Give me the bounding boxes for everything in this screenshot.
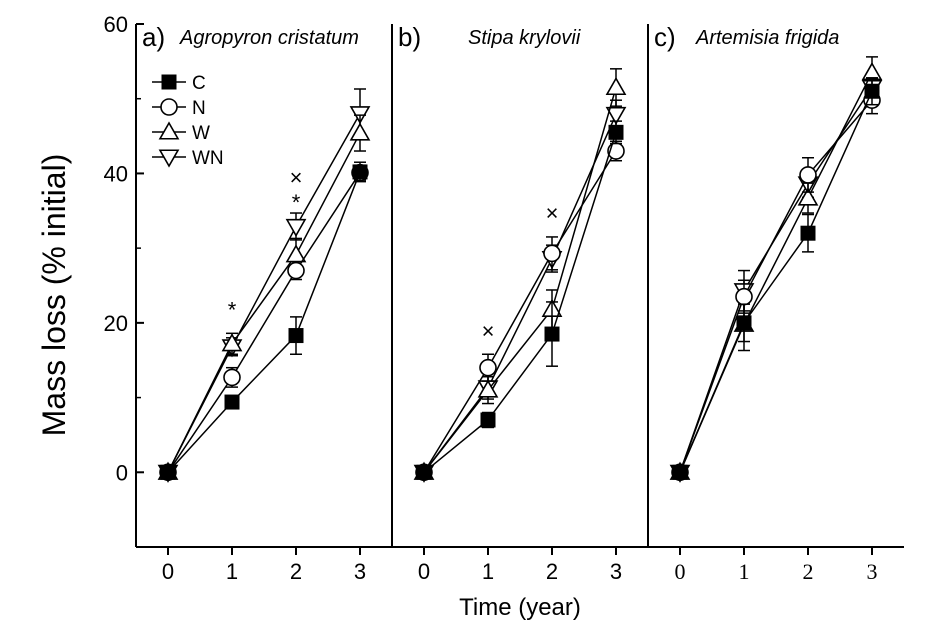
panel-a: a) Agropyron cristatum**× xyxy=(142,22,371,483)
legend-item-WN: WN xyxy=(152,148,224,169)
data-point-WN xyxy=(285,218,307,238)
series-line xyxy=(167,132,361,473)
data-point-C xyxy=(672,464,688,480)
data-point-W xyxy=(477,379,499,398)
series-line xyxy=(679,87,873,473)
series-line xyxy=(679,99,873,473)
series-line xyxy=(423,114,617,473)
data-point-C xyxy=(416,464,432,480)
panel-label: c) xyxy=(654,22,676,52)
data-point-N xyxy=(223,368,241,387)
series-WN xyxy=(157,88,371,483)
x-tick-label: 1 xyxy=(739,559,750,584)
data-point-C xyxy=(352,164,368,180)
data-point-W xyxy=(349,122,371,141)
panel-title: Agropyron cristatum xyxy=(179,27,359,49)
series-line xyxy=(423,132,617,473)
series-N xyxy=(671,86,881,482)
data-point-C xyxy=(864,83,880,99)
y-tick-label: 20 xyxy=(104,311,128,336)
x-tick-label: 0 xyxy=(162,559,174,584)
x-tick-label: 0 xyxy=(418,559,430,584)
y-axis-title: Mass loss (% initial) xyxy=(36,154,72,437)
series-line xyxy=(423,150,617,473)
series-line xyxy=(679,90,873,473)
panel-label: b) xyxy=(398,22,421,52)
x-tick-label: 1 xyxy=(226,559,238,584)
significance-mark: * xyxy=(228,297,237,322)
series-C xyxy=(416,120,624,480)
y-tick-label: 40 xyxy=(104,161,128,186)
x-tick-label: 2 xyxy=(290,559,302,584)
legend-marker xyxy=(160,98,178,116)
axes-layer: 0 20 40 60 0 1 2 3 0 1 2 3 0 1 2 3 xyxy=(104,12,904,584)
series-line xyxy=(423,87,617,473)
legend-marker xyxy=(158,149,180,168)
panel-c: c) Artemisia frigida xyxy=(654,22,883,483)
legend-label: N xyxy=(192,98,206,119)
data-point-WN xyxy=(605,106,627,126)
significance-mark: × xyxy=(482,318,495,343)
legend: CNW WN xyxy=(152,73,224,169)
data-point-C xyxy=(160,464,176,480)
panel-label: a) xyxy=(142,22,165,52)
data-point-C xyxy=(544,326,560,342)
data-point-C xyxy=(224,394,240,410)
x-tick-label: 3 xyxy=(610,559,622,584)
legend-marker xyxy=(158,121,180,140)
significance-mark: × xyxy=(290,165,303,190)
data-point-C xyxy=(288,328,304,344)
data-point-N xyxy=(735,287,753,306)
legend-item-W: W xyxy=(152,121,210,144)
data-point-N xyxy=(799,166,817,184)
data-point-W xyxy=(797,187,819,206)
series-C xyxy=(160,161,368,480)
series-W xyxy=(157,114,371,480)
panel-b: b) Stipa krylovii × × xyxy=(398,22,627,483)
legend-label: WN xyxy=(192,148,224,169)
data-point-N xyxy=(543,244,561,263)
data-point-N xyxy=(479,358,497,377)
panels-layer: a) Agropyron cristatum**×b) Stipa krylovii… xyxy=(142,22,883,483)
series-line xyxy=(167,171,361,473)
panel-title: Artemisia frigida xyxy=(695,27,839,49)
panel-title: Stipa krylovii xyxy=(468,27,581,49)
x-tick-label: 3 xyxy=(354,559,366,584)
series-WN xyxy=(413,99,627,483)
data-point-W xyxy=(221,333,243,352)
significance-mark: * xyxy=(292,190,301,215)
series-line xyxy=(167,172,361,473)
x-axis-title: Time (year) xyxy=(459,594,581,621)
series-line xyxy=(679,72,873,473)
y-tick-label: 0 xyxy=(116,460,128,485)
legend-item-C: C xyxy=(152,73,206,94)
legend-label: W xyxy=(192,123,210,144)
data-point-C xyxy=(480,412,496,428)
y-tick-label: 60 xyxy=(104,12,128,37)
x-tick-label: 2 xyxy=(546,559,558,584)
series-N xyxy=(159,163,369,482)
x-tick-label: 1 xyxy=(482,559,494,584)
x-tick-label: 0 xyxy=(675,559,686,584)
series-C xyxy=(672,77,880,480)
data-point-N xyxy=(287,261,305,280)
data-point-W xyxy=(605,76,627,96)
series-N xyxy=(415,140,625,482)
legend-item-N: N xyxy=(152,98,206,119)
x-tick-label: 2 xyxy=(803,559,814,584)
legend-marker xyxy=(161,74,177,90)
data-point-C xyxy=(736,315,752,331)
data-point-C xyxy=(608,124,624,140)
series-W xyxy=(413,68,627,480)
legend-label: C xyxy=(192,73,206,94)
x-tick-label: 3 xyxy=(867,559,878,584)
data-point-C xyxy=(800,225,816,241)
data-point-W xyxy=(285,244,307,263)
significance-mark: × xyxy=(546,200,559,225)
data-point-W xyxy=(861,61,883,81)
